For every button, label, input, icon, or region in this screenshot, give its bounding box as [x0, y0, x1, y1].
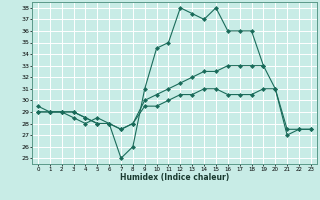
- X-axis label: Humidex (Indice chaleur): Humidex (Indice chaleur): [120, 173, 229, 182]
